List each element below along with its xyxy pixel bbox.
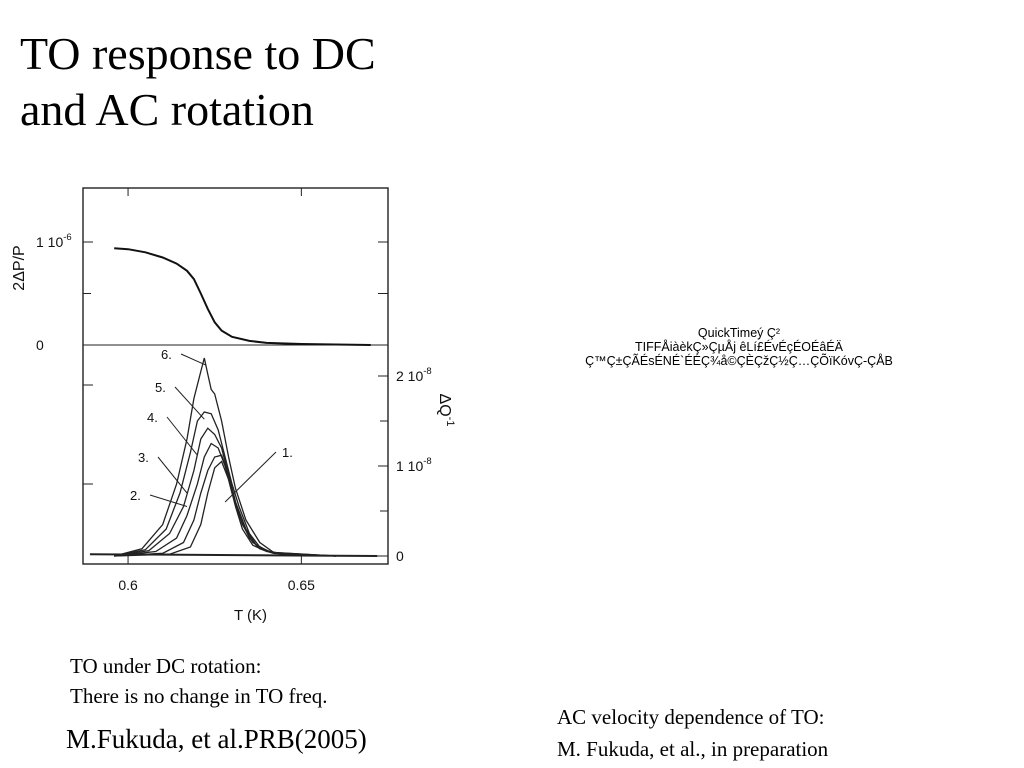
dc-citation: M.Fukuda, et al.PRB(2005) — [66, 724, 367, 754]
top-y-axis-label: 2ΔP/P — [11, 245, 28, 290]
slide-title: TO response to DC and AC rotation — [20, 26, 376, 138]
top-y-tick-label-0: 1 10-6 — [36, 232, 72, 250]
ac-velocity-caption: AC velocity dependence of TO: M. Fukuda,… — [557, 701, 828, 765]
bottom-baseline — [89, 553, 378, 557]
ac-caption-line-2: M. Fukuda, et al., in preparation — [557, 737, 829, 761]
bottom-y-axis-label: ΔQ-1 — [436, 394, 456, 427]
x-tick-label-1: 0.65 — [288, 577, 315, 593]
bottom-y-tick-label-1: 1 10-8 — [396, 456, 432, 474]
series-pointer-6 — [180, 353, 207, 366]
series-pointer-4 — [166, 416, 198, 456]
quicktime-line-1: QuickTimeý Ç² — [697, 326, 781, 340]
bottom-y-tick-label-2: 2 10-8 — [396, 366, 432, 384]
series-line-6 — [114, 357, 337, 557]
series-line-4 — [114, 427, 337, 557]
quicktime-line-3: Ç™Ç±ÇÃÉsÉNÉ`ÉÉÇ¾å©ÇÈÇžÇ½Ç…ÇÕïKóvÇ-ÇÅB — [585, 354, 893, 368]
series-line-5 — [114, 411, 337, 557]
dc-caption-line-1: TO under DC rotation: — [70, 654, 262, 678]
dc-caption-line-2: There is no change in TO freq. — [70, 684, 328, 708]
slide-title-line-2: and AC rotation — [20, 84, 314, 135]
series-label-6: 6. — [161, 347, 172, 362]
to-response-chart: 0.6 0.65 T (K) 1 10-6 0 2ΔP/P 0 1 10-8 2 10-8ΔQ-… — [11, 187, 456, 624]
series-label-4: 4. — [147, 410, 158, 425]
top-series-line — [114, 247, 371, 346]
series-label-5: 5. — [155, 380, 166, 395]
x-tick-label-0: 0.6 — [118, 577, 138, 593]
series-pointer-5 — [174, 386, 205, 420]
bottom-y-tick-label-0: 0 — [396, 548, 404, 564]
series-label-2: 2. — [130, 488, 141, 503]
series-label-1: 1. — [282, 445, 293, 460]
series-pointer-2 — [149, 494, 188, 507]
dc-rotation-caption: TO under DC rotation: There is no change… — [70, 651, 328, 711]
top-y-tick-label-1: 0 — [36, 337, 44, 353]
quicktime-placeholder-text: QuickTimeý Ç² TIFFÅiàèkÇ»ÇµÅj êLí£ÉvÉçÉO… — [548, 326, 930, 368]
x-axis-label: T (K) — [234, 607, 267, 624]
series-label-3: 3. — [138, 450, 149, 465]
series-pointer-3 — [157, 456, 188, 494]
series-pointer-1 — [224, 451, 277, 503]
quicktime-line-2: TIFFÅiàèkÇ»ÇµÅj êLí£ÉvÉçÉOÉâÉÄ — [635, 340, 843, 354]
slide-title-line-1: TO response to DC — [20, 28, 376, 79]
ac-caption-line-1: AC velocity dependence of TO: — [557, 705, 825, 729]
